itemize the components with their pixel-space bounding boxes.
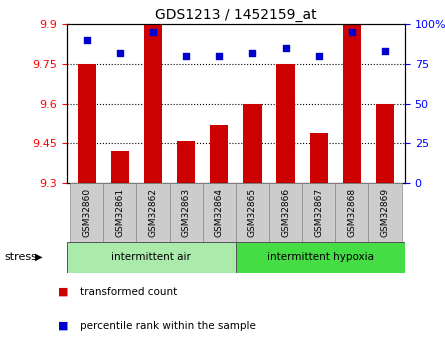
Bar bbox=[111, 151, 129, 183]
Point bbox=[182, 53, 190, 59]
Point bbox=[216, 53, 223, 59]
Text: GSM32869: GSM32869 bbox=[380, 188, 389, 237]
Point bbox=[249, 50, 256, 56]
Bar bbox=[376, 104, 394, 183]
Text: stress: stress bbox=[4, 252, 37, 262]
Text: ■: ■ bbox=[58, 321, 69, 331]
Text: GSM32867: GSM32867 bbox=[314, 188, 323, 237]
Text: transformed count: transformed count bbox=[80, 287, 178, 296]
Text: percentile rank within the sample: percentile rank within the sample bbox=[80, 321, 256, 331]
Bar bbox=[343, 24, 361, 183]
Point bbox=[282, 45, 289, 51]
Bar bbox=[210, 125, 228, 183]
Text: GSM32860: GSM32860 bbox=[82, 188, 91, 237]
Text: GSM32863: GSM32863 bbox=[182, 188, 190, 237]
Bar bbox=[170, 183, 202, 242]
Text: intermittent hypoxia: intermittent hypoxia bbox=[267, 252, 374, 262]
Bar bbox=[77, 64, 96, 183]
Bar bbox=[202, 183, 236, 242]
Point bbox=[381, 48, 388, 54]
Bar bbox=[243, 104, 262, 183]
Point bbox=[116, 50, 123, 56]
Point bbox=[348, 29, 356, 35]
Bar bbox=[368, 183, 402, 242]
Bar bbox=[67, 241, 236, 273]
Bar bbox=[144, 24, 162, 183]
Point bbox=[315, 53, 322, 59]
Text: GSM32862: GSM32862 bbox=[149, 188, 158, 237]
Bar bbox=[177, 140, 195, 183]
Bar bbox=[136, 183, 170, 242]
Point bbox=[150, 29, 157, 35]
Text: GSM32861: GSM32861 bbox=[115, 188, 124, 237]
Text: GSM32864: GSM32864 bbox=[215, 188, 224, 237]
Bar bbox=[236, 241, 405, 273]
Bar bbox=[310, 132, 328, 183]
Title: GDS1213 / 1452159_at: GDS1213 / 1452159_at bbox=[155, 8, 317, 22]
Point bbox=[83, 37, 90, 43]
Bar bbox=[276, 64, 295, 183]
Bar bbox=[336, 183, 368, 242]
Bar bbox=[302, 183, 336, 242]
Bar bbox=[103, 183, 136, 242]
Text: ▶: ▶ bbox=[35, 252, 42, 262]
Text: GSM32865: GSM32865 bbox=[248, 188, 257, 237]
Text: intermittent air: intermittent air bbox=[111, 252, 191, 262]
Text: GSM32866: GSM32866 bbox=[281, 188, 290, 237]
Bar bbox=[269, 183, 302, 242]
Text: GSM32868: GSM32868 bbox=[348, 188, 356, 237]
Text: ■: ■ bbox=[58, 287, 69, 296]
Bar bbox=[236, 183, 269, 242]
Bar bbox=[70, 183, 103, 242]
